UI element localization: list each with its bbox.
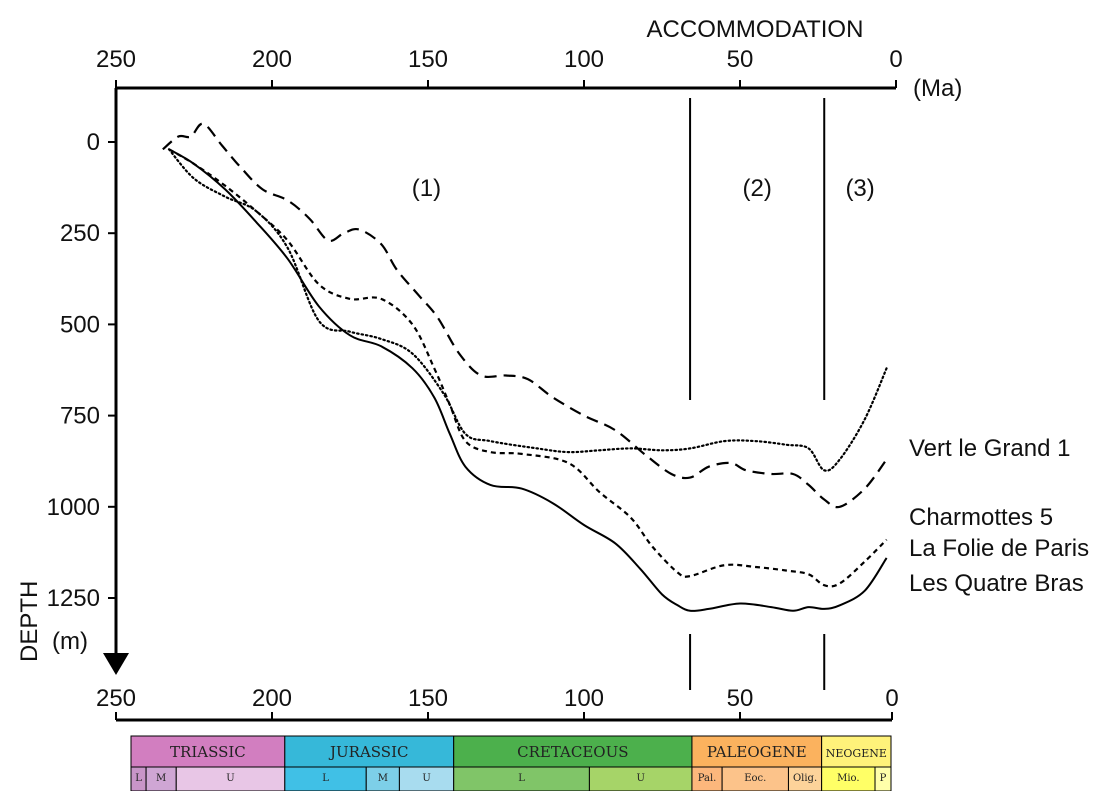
series-labels: Les Quatre Bras Vert le Grand 1 Charmott… xyxy=(909,435,1089,597)
y-axis-unit: (m) xyxy=(52,628,88,655)
top-tick-label: 100 xyxy=(564,46,604,73)
epoch-label: U xyxy=(226,773,234,784)
series-label-charmottes: Charmottes 5 xyxy=(909,504,1053,531)
bottom-tick-label: 0 xyxy=(885,685,898,712)
period-neogene xyxy=(821,735,892,768)
series-label-la-folie-de-paris: La Folie de Paris xyxy=(909,535,1089,562)
epoch-eoc xyxy=(721,766,789,791)
zone-label: (2) xyxy=(742,175,771,202)
top-tick-label: 250 xyxy=(96,46,136,73)
top-tick-label: 50 xyxy=(727,46,754,73)
period-label: PALEOGENE xyxy=(707,743,807,761)
series-line-vert-le-grand-1 xyxy=(162,122,888,509)
series-line-charmottes-5 xyxy=(168,148,888,588)
accommodation-zones: (1) (2) (3) xyxy=(412,98,875,690)
bottom-tick-label: 50 xyxy=(727,685,754,712)
epoch-u xyxy=(175,766,286,791)
epoch-label: L xyxy=(135,773,142,784)
epoch-p xyxy=(874,766,892,791)
epoch-label: Olig. xyxy=(793,773,817,784)
epoch-label: Mio. xyxy=(837,773,859,784)
period-label: CRETACEOUS xyxy=(517,743,628,761)
epoch-l xyxy=(453,766,590,791)
epoch-label: Eoc. xyxy=(744,773,766,784)
series-line-la-folie-de-paris xyxy=(168,148,888,612)
period-label: TRIASSIC xyxy=(170,743,246,761)
period-label: JURASSIC xyxy=(328,743,408,761)
y-tick-label: 750 xyxy=(60,403,100,430)
epoch-label: M xyxy=(156,773,166,784)
zone-label: (3) xyxy=(845,175,874,202)
epoch-mio xyxy=(821,766,876,791)
top-tick-label: 0 xyxy=(889,46,902,73)
epoch-pal xyxy=(691,766,723,791)
series-line-les-quatre-bras xyxy=(167,148,888,472)
zone-label: (1) xyxy=(412,175,441,202)
bottom-tick-label: 250 xyxy=(96,685,136,712)
y-tick-label: 250 xyxy=(60,220,100,247)
epoch-u xyxy=(398,766,455,791)
x-axis-title: ACCOMMODATION xyxy=(647,16,864,43)
period-label: NEOGENE xyxy=(826,747,887,760)
bottom-tick-label: 200 xyxy=(252,685,292,712)
y-axis-arrow xyxy=(103,653,129,675)
bottom-tick-label: 150 xyxy=(408,685,448,712)
epoch-m xyxy=(365,766,400,791)
period-jurassic xyxy=(284,735,455,768)
series-label-vert-le-grand: Vert le Grand 1 xyxy=(909,435,1070,462)
epoch-label: L xyxy=(322,773,329,784)
epoch-label: Pal. xyxy=(698,773,717,784)
y-axis: 0 250 500 750 1000 1250 DEPTH (m) xyxy=(16,88,129,675)
bottom-tick-label: 100 xyxy=(564,685,604,712)
epoch-l xyxy=(284,766,367,791)
series-lines xyxy=(162,122,888,612)
series-label-les-quatre-bras: Les Quatre Bras xyxy=(909,570,1084,597)
epoch-m xyxy=(145,766,177,791)
epoch-label: U xyxy=(422,773,430,784)
y-tick-label: 0 xyxy=(87,129,100,156)
epoch-label: M xyxy=(378,773,388,784)
epoch-label: L xyxy=(518,773,525,784)
y-tick-label: 1000 xyxy=(47,494,100,521)
top-tick-label: 150 xyxy=(408,46,448,73)
y-tick-label: 500 xyxy=(60,311,100,338)
geologic-timescale: TRIASSIC JURASSIC CRETACEOUS PALEOGENE NEOGE… xyxy=(130,735,892,791)
y-axis-title: DEPTH xyxy=(16,581,43,662)
top-x-axis: 250 200 150 100 50 0 ACCOMMODATION (Ma) xyxy=(96,16,962,102)
bottom-x-axis: 250 200 150 100 50 0 xyxy=(96,685,899,722)
epoch-label: P xyxy=(880,773,887,784)
top-tick-label: 200 xyxy=(252,46,292,73)
x-axis-unit: (Ma) xyxy=(913,75,962,102)
period-paleogene xyxy=(691,735,823,768)
y-tick-label: 1250 xyxy=(47,585,100,612)
epoch-label: U xyxy=(636,773,644,784)
